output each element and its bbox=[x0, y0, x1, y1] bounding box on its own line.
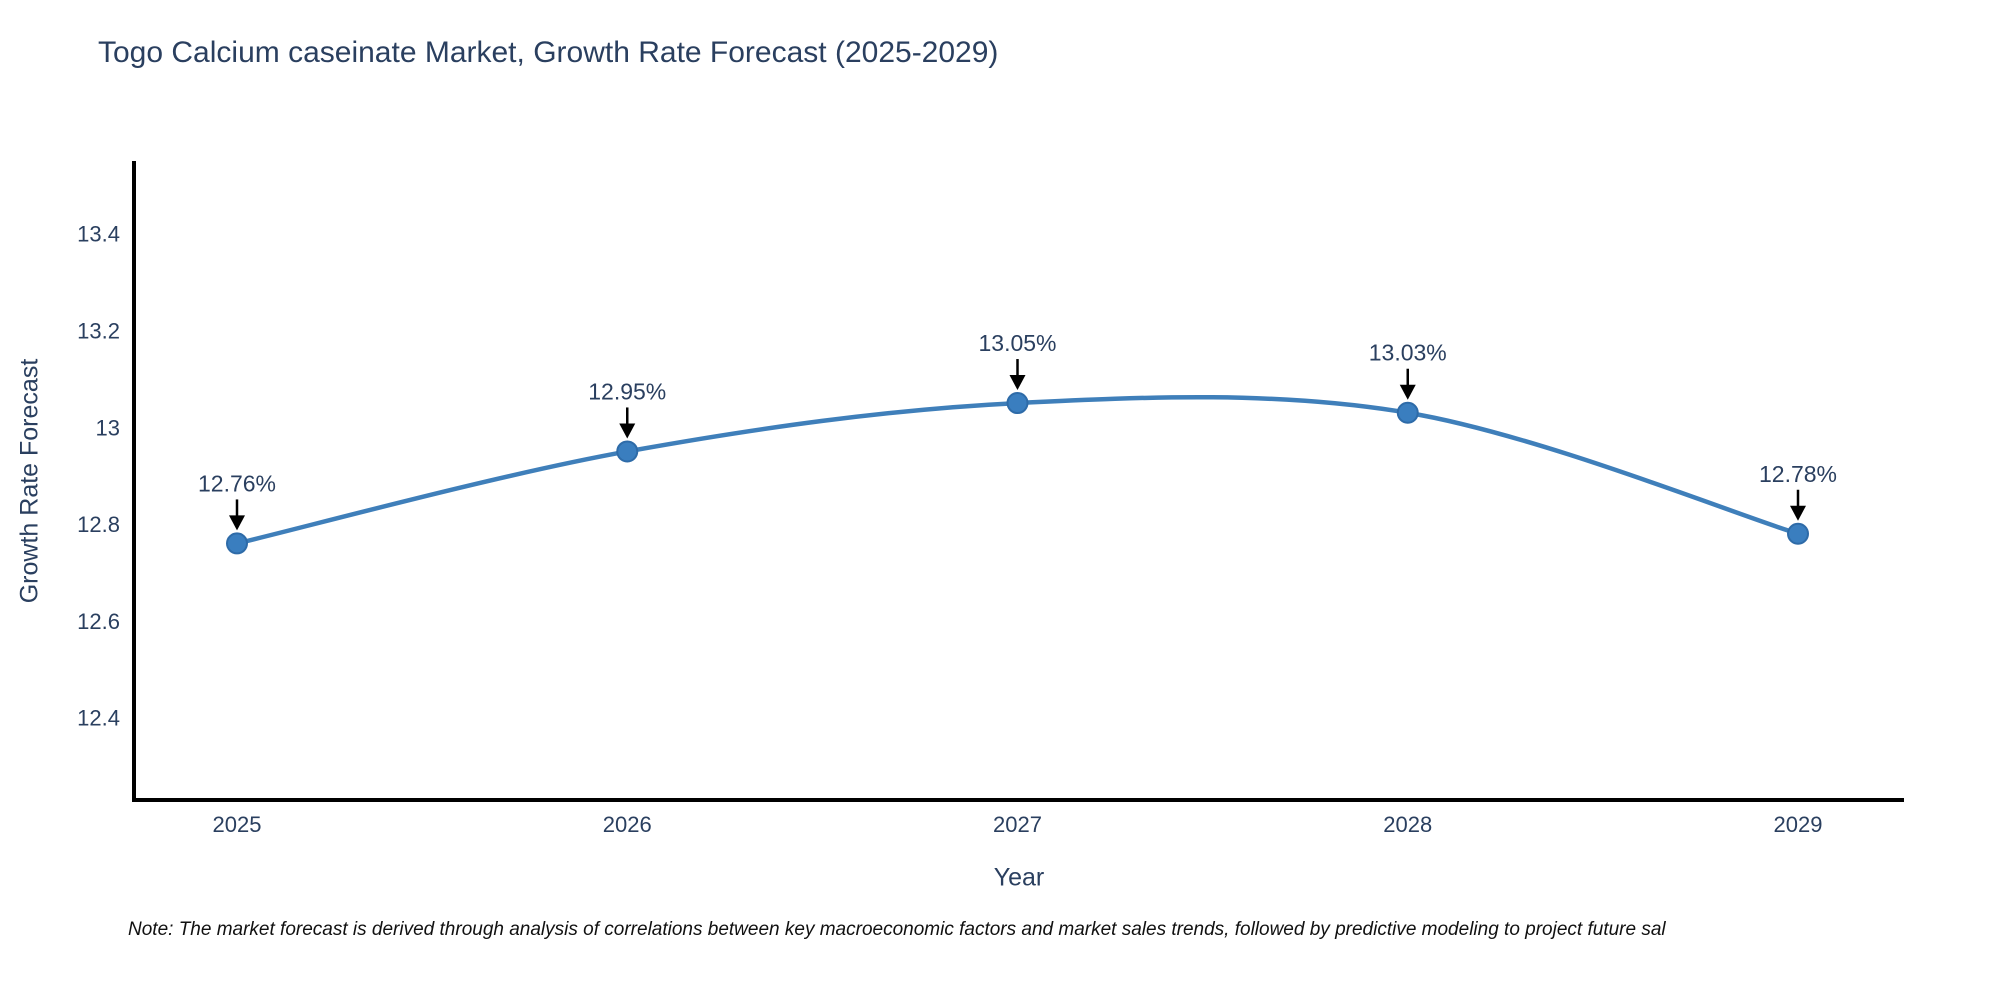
point-label: 12.76% bbox=[198, 470, 276, 496]
y-tick-label: 13.4 bbox=[77, 222, 120, 247]
y-tick-label: 13 bbox=[96, 415, 120, 440]
data-point bbox=[1006, 392, 1029, 415]
annotation-arrowhead bbox=[1399, 384, 1416, 400]
data-point bbox=[616, 440, 639, 463]
x-tick-label: 2027 bbox=[993, 812, 1042, 837]
point-label: 13.05% bbox=[978, 330, 1056, 356]
y-tick-label: 12.4 bbox=[77, 706, 120, 731]
point-label: 12.78% bbox=[1759, 461, 1837, 487]
annotation-arrowhead bbox=[229, 515, 245, 531]
axis-spines bbox=[132, 161, 1904, 802]
y-axis-title: Growth Rate Forecast bbox=[15, 358, 44, 604]
annotation-arrowhead bbox=[619, 423, 636, 439]
point-label: 12.95% bbox=[588, 378, 666, 404]
annotation-arrowhead bbox=[1790, 505, 1806, 521]
footnote: Note: The market forecast is derived thr… bbox=[128, 919, 1666, 940]
x-tick-label: 2029 bbox=[1774, 812, 1823, 837]
x-tick-label: 2028 bbox=[1383, 812, 1432, 837]
data-point bbox=[1787, 522, 1809, 545]
chart-title: Togo Calcium caseinate Market, Growth Ra… bbox=[98, 36, 999, 69]
x-axis-title: Year bbox=[993, 863, 1045, 892]
trend-line bbox=[234, 394, 1801, 546]
point-label: 13.03% bbox=[1369, 340, 1447, 366]
y-tick-label: 12.6 bbox=[77, 609, 120, 634]
annotation-arrowhead bbox=[1009, 375, 1026, 391]
data-point bbox=[226, 532, 248, 555]
data-point bbox=[1396, 401, 1419, 424]
x-tick-label: 2026 bbox=[603, 812, 652, 837]
y-tick-label: 12.8 bbox=[77, 512, 120, 537]
x-tick-label: 2025 bbox=[213, 812, 262, 837]
y-tick-label: 13.2 bbox=[77, 318, 120, 343]
